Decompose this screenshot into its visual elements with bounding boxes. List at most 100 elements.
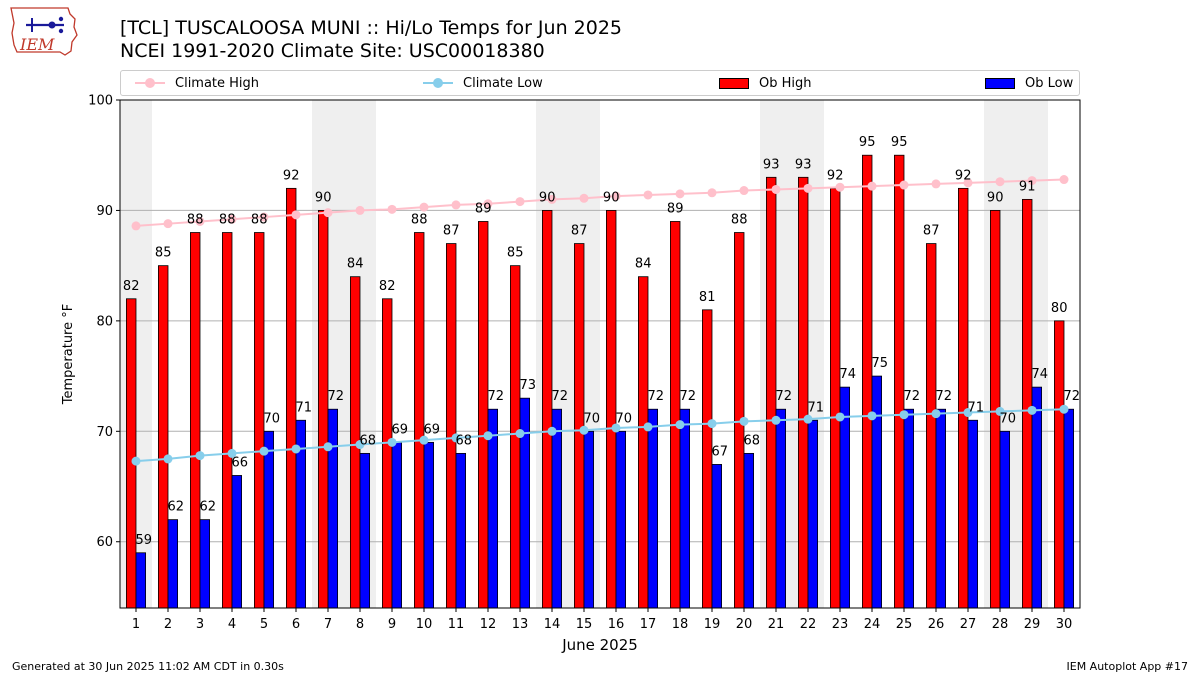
label-ob-high-day-13: 85: [507, 246, 524, 261]
xtick-label-4: 4: [228, 617, 236, 632]
label-ob-low-day-17: 72: [648, 389, 665, 404]
bar-ob-low-day-2: [167, 519, 179, 609]
xtick-label-28: 28: [992, 617, 1009, 632]
bar-ob-high-day-10: [413, 232, 425, 609]
point-climate-low-day-2: [163, 454, 173, 464]
point-climate-high-day-8: [355, 205, 365, 215]
ytick-label-100: 100: [88, 94, 113, 109]
bar-ob-low-day-17: [647, 408, 659, 609]
label-ob-high-day-29: 91: [1019, 179, 1036, 194]
label-ob-high-day-14: 90: [539, 190, 556, 205]
label-ob-low-day-2: 62: [168, 500, 185, 515]
label-ob-low-day-7: 72: [328, 389, 345, 404]
point-climate-high-day-5: [259, 212, 269, 222]
bar-ob-high-day-22: [798, 176, 809, 609]
point-climate-low-day-1: [131, 456, 141, 466]
line-climate-low: [135, 408, 1065, 463]
xtick-label-9: 9: [388, 617, 396, 632]
label-ob-high-day-17: 84: [635, 257, 652, 272]
label-ob-low-day-3: 62: [200, 500, 217, 515]
label-ob-low-day-28: 70: [1000, 411, 1017, 426]
xtick-label-3: 3: [196, 617, 204, 632]
bar-ob-high-day-29: [1022, 198, 1033, 609]
ytick-label-70: 70: [96, 425, 113, 440]
point-climate-low-day-12: [483, 431, 493, 441]
label-ob-high-day-19: 81: [699, 290, 716, 305]
bar-ob-high-day-1: [126, 298, 137, 609]
point-climate-low-day-7: [323, 442, 333, 452]
bar-ob-high-day-24: [862, 154, 873, 609]
label-ob-high-day-4: 88: [219, 213, 236, 228]
chart-subtitle: NCEI 1991-2020 Climate Site: USC00018380: [120, 40, 545, 62]
bar-ob-high-day-23: [830, 187, 841, 609]
bar-ob-high-day-3: [189, 232, 201, 609]
bar-ob-low-day-20: [743, 452, 755, 609]
xtick-label-30: 30: [1056, 617, 1073, 632]
xtick-label-5: 5: [260, 617, 268, 632]
point-climate-low-day-15: [579, 425, 589, 435]
point-climate-high-day-16: [611, 191, 621, 201]
bar-ob-low-day-25: [903, 408, 915, 609]
xtick-label-17: 17: [640, 617, 657, 632]
label-ob-high-day-12: 89: [475, 201, 492, 216]
label-ob-high-day-16: 90: [603, 190, 620, 205]
point-climate-low-day-22: [803, 414, 813, 424]
point-climate-high-day-28: [995, 177, 1005, 187]
legend-item-ob-high: Ob High: [719, 71, 812, 95]
bar-ob-low-day-10: [423, 441, 435, 609]
logo-text: IEM: [19, 35, 55, 54]
point-climate-high-day-15: [579, 193, 589, 203]
label-ob-low-day-25: 72: [904, 389, 921, 404]
point-climate-high-day-17: [643, 190, 653, 200]
point-climate-high-day-4: [227, 214, 237, 224]
xtick-label-10: 10: [416, 617, 433, 632]
bar-ob-low-day-3: [199, 519, 211, 609]
legend-label-climate-low: Climate Low: [463, 75, 543, 91]
label-ob-low-day-22: 71: [808, 400, 825, 415]
point-climate-high-day-18: [675, 189, 685, 199]
point-climate-high-day-21: [771, 184, 781, 194]
point-climate-high-day-25: [899, 180, 909, 190]
label-ob-high-day-30: 80: [1051, 301, 1068, 316]
xtick-label-26: 26: [928, 617, 945, 632]
label-ob-high-day-15: 87: [571, 224, 588, 239]
point-climate-low-day-26: [931, 409, 941, 419]
point-climate-low-day-13: [515, 429, 525, 439]
label-ob-high-day-28: 90: [987, 190, 1004, 205]
plot-frame: [119, 99, 1081, 609]
label-ob-low-day-4: 66: [232, 455, 249, 470]
xtick-label-25: 25: [896, 617, 913, 632]
xtick-label-16: 16: [608, 617, 625, 632]
point-climate-high-day-29: [1027, 176, 1037, 186]
legend-label-ob-low: Ob Low: [1025, 75, 1074, 91]
bar-ob-low-day-11: [455, 452, 467, 609]
bar-ob-low-day-26: [935, 408, 947, 609]
bar-ob-high-day-12: [477, 221, 489, 609]
bar-ob-low-day-19: [711, 464, 723, 609]
xtick-label-27: 27: [960, 617, 977, 632]
point-climate-low-day-9: [387, 437, 397, 447]
bar-ob-low-day-9: [391, 441, 403, 609]
label-ob-low-day-12: 72: [488, 389, 505, 404]
label-ob-low-day-30: 72: [1064, 389, 1081, 404]
label-ob-low-day-15: 70: [584, 411, 601, 426]
point-climate-low-day-4: [227, 448, 237, 458]
point-climate-high-day-2: [163, 219, 173, 229]
point-climate-low-day-11: [451, 433, 461, 443]
xtick-label-24: 24: [864, 617, 881, 632]
xtick-label-7: 7: [324, 617, 332, 632]
label-ob-low-day-16: 70: [616, 411, 633, 426]
label-ob-low-day-26: 72: [936, 389, 953, 404]
bar-ob-low-day-14: [551, 408, 563, 609]
y-axis-label: Temperature °F: [61, 304, 76, 405]
point-climate-low-day-28: [995, 406, 1005, 416]
ytick-label-90: 90: [96, 204, 113, 219]
point-climate-high-day-27: [963, 178, 973, 188]
point-climate-low-day-24: [867, 411, 877, 421]
label-ob-high-day-27: 92: [955, 168, 972, 183]
bar-ob-low-day-8: [359, 452, 371, 609]
bar-ob-high-day-17: [638, 276, 649, 609]
label-ob-high-day-5: 88: [251, 213, 268, 228]
point-climate-low-day-17: [643, 422, 653, 432]
point-climate-high-day-22: [803, 183, 813, 193]
